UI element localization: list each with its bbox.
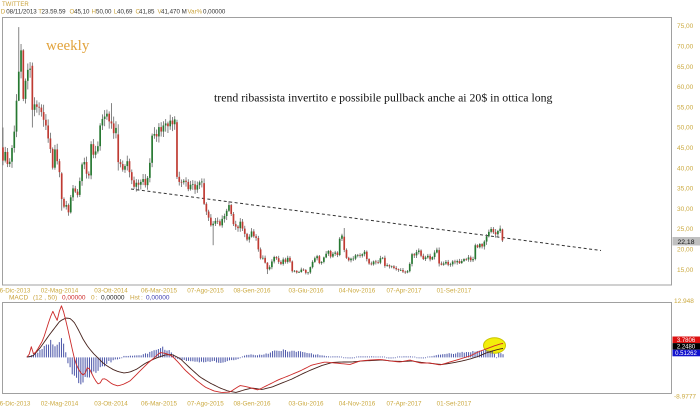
svg-text:0,00000: 0,00000 bbox=[203, 9, 226, 16]
svg-text:01-Set-2017: 01-Set-2017 bbox=[437, 288, 472, 295]
svg-text:40,69: 40,69 bbox=[117, 9, 133, 16]
svg-text:41,85: 41,85 bbox=[139, 9, 155, 16]
svg-text:04-Nov-2016: 04-Nov-2016 bbox=[339, 401, 376, 408]
svg-text:0: 0 bbox=[91, 295, 95, 302]
svg-text:20,00: 20,00 bbox=[677, 247, 694, 254]
svg-text:30,00: 30,00 bbox=[677, 206, 694, 213]
svg-text:07-Ago-2015: 07-Ago-2015 bbox=[187, 401, 224, 408]
svg-text:02-Mag-2014: 02-Mag-2014 bbox=[41, 288, 79, 295]
svg-text:45,00: 45,00 bbox=[677, 145, 694, 152]
svg-text:MACD: MACD bbox=[9, 295, 28, 302]
svg-text:03-Giu-2016: 03-Giu-2016 bbox=[288, 401, 324, 408]
svg-text:Var%: Var% bbox=[188, 9, 203, 16]
svg-text:6-Dic-2013: 6-Dic-2013 bbox=[0, 401, 31, 408]
svg-text:01-Set-2017: 01-Set-2017 bbox=[437, 401, 472, 408]
svg-text:50,00: 50,00 bbox=[96, 9, 112, 16]
svg-text:C: C bbox=[136, 9, 141, 16]
svg-text:45,10: 45,10 bbox=[74, 9, 90, 16]
svg-text:07-Apr-2017: 07-Apr-2017 bbox=[386, 401, 422, 408]
svg-text:0.51262: 0.51262 bbox=[675, 351, 697, 357]
svg-text:O: O bbox=[70, 9, 75, 16]
svg-text:6-Dic-2013: 6-Dic-2013 bbox=[0, 288, 31, 295]
svg-text:T: T bbox=[38, 9, 42, 16]
svg-text:25,00: 25,00 bbox=[677, 226, 694, 233]
svg-text:60,00: 60,00 bbox=[677, 84, 694, 91]
svg-text:03-Ott-2014: 03-Ott-2014 bbox=[94, 288, 128, 295]
svg-text:TWITTER: TWITTER bbox=[2, 2, 29, 8]
svg-text:55,00: 55,00 bbox=[677, 104, 694, 111]
svg-text:70,00: 70,00 bbox=[677, 44, 694, 51]
svg-text:06-Mar-2015: 06-Mar-2015 bbox=[141, 288, 178, 295]
svg-text:08/11/2013: 08/11/2013 bbox=[6, 9, 37, 16]
svg-text:06-Mar-2015: 06-Mar-2015 bbox=[141, 401, 178, 408]
svg-text:H: H bbox=[92, 9, 96, 16]
svg-text:L: L bbox=[114, 9, 118, 16]
svg-text:41,470 M: 41,470 M bbox=[161, 9, 187, 16]
svg-text:0,00000: 0,00000 bbox=[146, 295, 170, 302]
svg-text:02-Mag-2014: 02-Mag-2014 bbox=[41, 401, 79, 408]
svg-text:weekly: weekly bbox=[46, 38, 90, 54]
svg-text:22,18: 22,18 bbox=[677, 239, 694, 246]
svg-text:75,00: 75,00 bbox=[677, 23, 694, 30]
svg-text::: : bbox=[141, 295, 143, 302]
svg-text:23.59.59: 23.59.59 bbox=[42, 9, 67, 16]
svg-text:50,00: 50,00 bbox=[677, 125, 694, 132]
svg-text:2.2480: 2.2480 bbox=[677, 345, 696, 351]
svg-text:(12 , 50): (12 , 50) bbox=[33, 295, 57, 302]
svg-text:07-Apr-2017: 07-Apr-2017 bbox=[386, 288, 422, 295]
svg-text:40,00: 40,00 bbox=[677, 165, 694, 172]
svg-text::: : bbox=[96, 295, 98, 302]
svg-text:15,00: 15,00 bbox=[677, 267, 694, 274]
svg-text:04-Nov-2016: 04-Nov-2016 bbox=[339, 288, 376, 295]
svg-text:07-Ago-2015: 07-Ago-2015 bbox=[187, 288, 224, 295]
svg-text:Hst: Hst bbox=[130, 295, 140, 302]
svg-text:D: D bbox=[1, 9, 6, 16]
svg-text:V: V bbox=[158, 9, 163, 16]
svg-text:-8.9777: -8.9777 bbox=[674, 394, 696, 401]
svg-text:03-Ott-2014: 03-Ott-2014 bbox=[94, 401, 128, 408]
svg-text:0,00000: 0,00000 bbox=[101, 295, 125, 302]
svg-text:03-Giu-2016: 03-Giu-2016 bbox=[288, 288, 324, 295]
svg-text:trend ribassista invertito e p: trend ribassista invertito e possibile p… bbox=[214, 91, 553, 105]
svg-text:08-Gen-2016: 08-Gen-2016 bbox=[233, 288, 271, 295]
svg-text:3.7806: 3.7806 bbox=[677, 338, 696, 344]
svg-text:35,00: 35,00 bbox=[677, 186, 694, 193]
svg-text:12.948: 12.948 bbox=[674, 298, 694, 305]
svg-text:08-Gen-2016: 08-Gen-2016 bbox=[233, 401, 271, 408]
svg-text:65,00: 65,00 bbox=[677, 64, 694, 71]
svg-text:0,00000: 0,00000 bbox=[62, 295, 86, 302]
